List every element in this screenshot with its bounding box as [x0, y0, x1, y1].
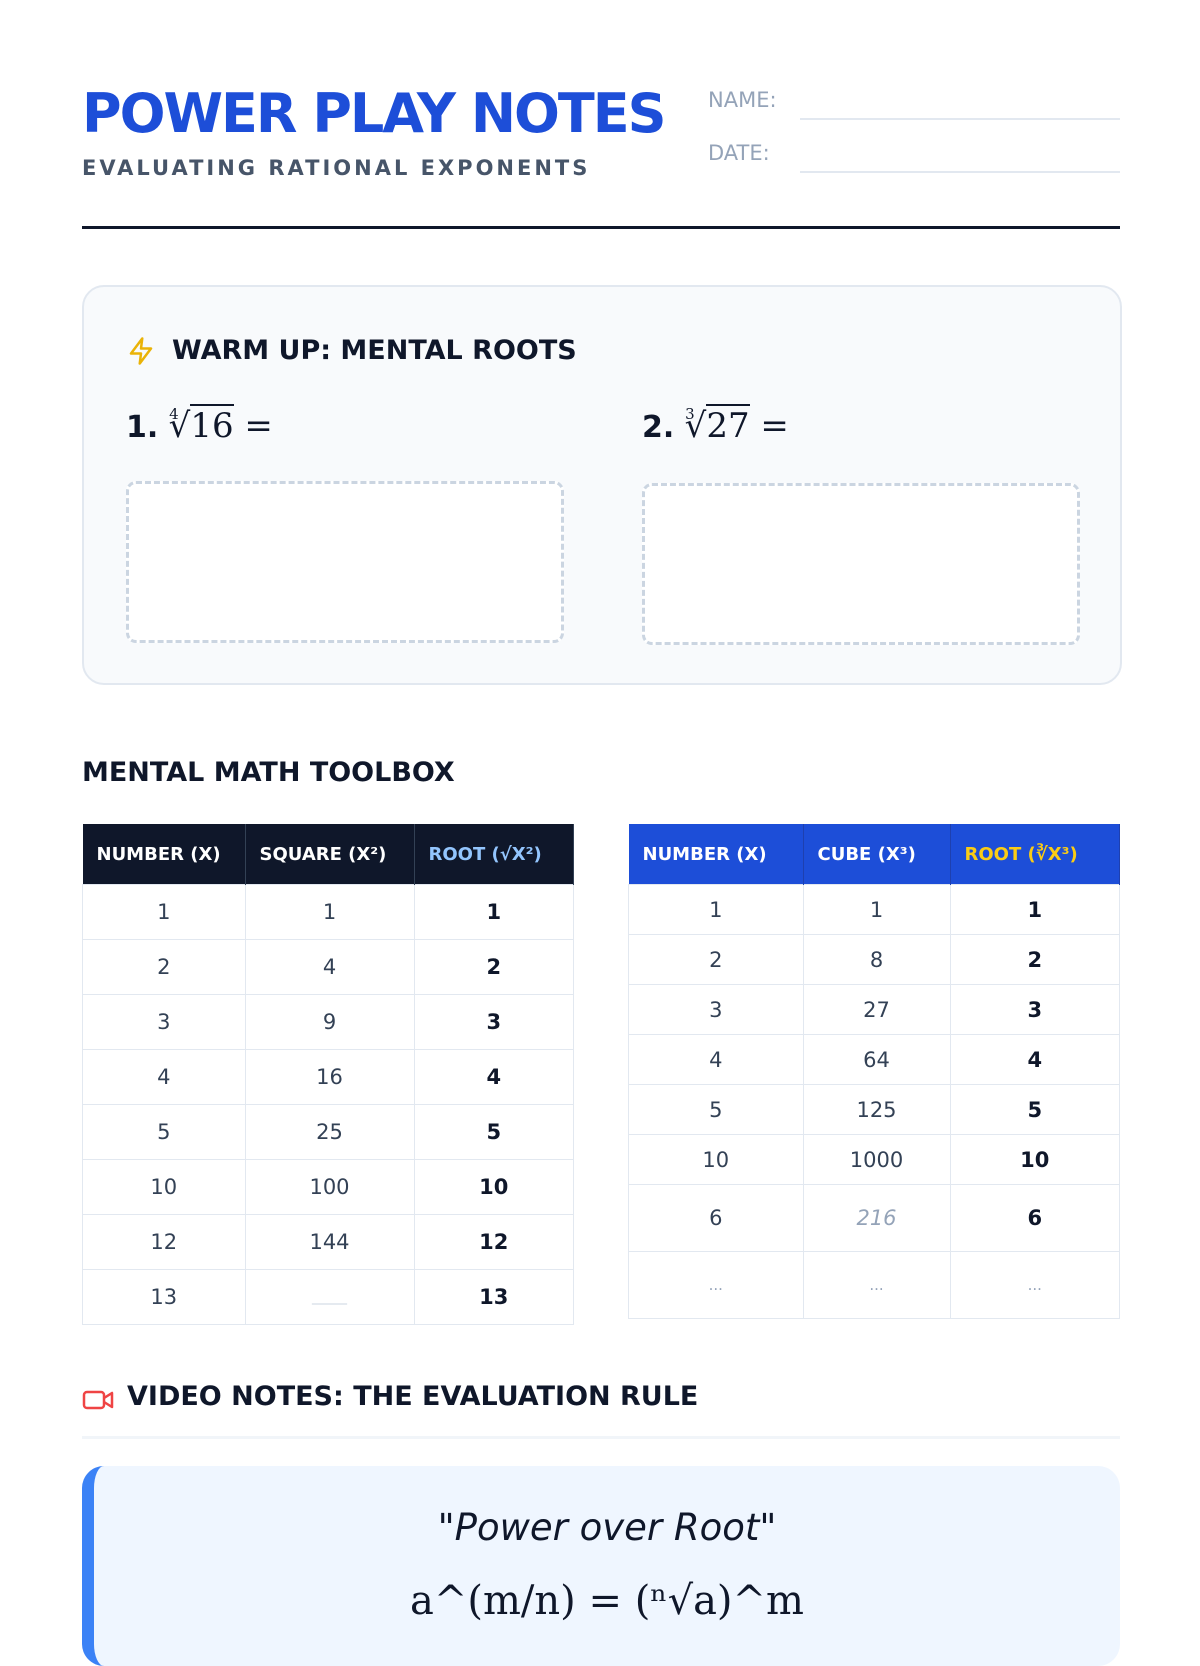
cell-number: 3 — [82, 994, 246, 1050]
table-row: 4 16 4 — [82, 1049, 574, 1105]
col-root: ROOT (√X²) — [414, 824, 574, 885]
cell-root: 3 — [949, 984, 1120, 1035]
col-square: SQUARE (X²) — [245, 824, 415, 885]
cell-number: 12 — [82, 1214, 246, 1270]
page-subtitle: EVALUATING RATIONAL EXPONENTS — [82, 156, 591, 180]
cell-number: 5 — [82, 1104, 246, 1160]
cell-power: 25 — [244, 1104, 415, 1160]
warm-up-title: WARM UP: MENTAL ROOTS — [172, 335, 577, 366]
cell-root: 1 — [413, 884, 574, 940]
cell-number: 3 — [628, 984, 804, 1035]
table-row: 3 27 3 — [628, 984, 1120, 1035]
toolbox-title: MENTAL MATH TOOLBOX — [82, 757, 455, 788]
cell-number: 6 — [628, 1184, 804, 1252]
table-row: 5 125 5 — [628, 1084, 1120, 1135]
rule-formula: a^(m/n) = (ⁿ√a)^m — [410, 1578, 804, 1624]
table-row: 4 64 4 — [628, 1034, 1120, 1085]
cell-power: 64 — [802, 1034, 951, 1085]
col-number: NUMBER (X) — [82, 824, 246, 885]
table-row: 10 100 10 — [82, 1159, 574, 1215]
cell-power: 4 — [244, 939, 415, 995]
table-row: 12 144 12 — [82, 1214, 574, 1270]
cell-number: 2 — [82, 939, 246, 995]
cell-root: 2 — [949, 934, 1120, 985]
col-number: NUMBER (X) — [628, 824, 804, 885]
cell-number: 1 — [82, 884, 246, 940]
name-field[interactable] — [800, 118, 1120, 120]
table-row: 5 25 5 — [82, 1104, 574, 1160]
answer-box-1[interactable] — [126, 481, 564, 643]
rule-quote: "Power over Root" — [437, 1506, 777, 1549]
cell-number: ... — [628, 1251, 804, 1319]
lightning-bolt-icon — [129, 337, 153, 365]
cell-power: 16 — [244, 1049, 415, 1105]
cell-number: 13 — [82, 1269, 246, 1325]
cell-root: 13 — [413, 1269, 574, 1325]
cell-root: 4 — [413, 1049, 574, 1105]
cell-power: 27 — [802, 984, 951, 1035]
cell-power: 1 — [244, 884, 415, 940]
cell-root: 2 — [413, 939, 574, 995]
table-row: 6 216 6 — [628, 1184, 1120, 1252]
cell-root: 12 — [413, 1214, 574, 1270]
table-row: 10 1000 10 — [628, 1134, 1120, 1185]
cell-root: 6 — [949, 1184, 1120, 1252]
cell-power: 1000 — [802, 1134, 951, 1185]
cell-root: 10 — [949, 1134, 1120, 1185]
date-label: DATE: — [708, 141, 770, 165]
cell-root: ... — [949, 1251, 1120, 1319]
cell-root: 1 — [949, 884, 1120, 935]
cell-power: 9 — [244, 994, 415, 1050]
name-label: NAME: — [708, 88, 777, 112]
cell-power: _____ — [244, 1269, 415, 1325]
cell-power: 100 — [244, 1159, 415, 1215]
cell-number: 2 — [628, 934, 804, 985]
section-divider — [82, 1436, 1120, 1439]
cell-number: 4 — [628, 1034, 804, 1085]
problem-1: 1. 4√16 = — [126, 404, 273, 446]
cell-power: 8 — [802, 934, 951, 985]
date-field[interactable] — [800, 171, 1120, 173]
header-divider — [82, 226, 1120, 229]
cell-number: 5 — [628, 1084, 804, 1135]
cell-root: 5 — [949, 1084, 1120, 1135]
cell-number: 4 — [82, 1049, 246, 1105]
col-cube: CUBE (X³) — [803, 824, 951, 885]
video-notes-title: VIDEO NOTES: THE EVALUATION RULE — [127, 1381, 699, 1412]
cell-power: ... — [802, 1251, 951, 1319]
answer-box-2[interactable] — [642, 483, 1080, 645]
warm-up-card: WARM UP: MENTAL ROOTS 1. 4√16 = 2. 3√27 … — [82, 285, 1122, 685]
cell-root: 4 — [949, 1034, 1120, 1085]
table-row: ......... — [628, 1251, 1120, 1319]
cell-number: 10 — [82, 1159, 246, 1215]
cell-root: 5 — [413, 1104, 574, 1160]
cell-root: 10 — [413, 1159, 574, 1215]
video-camera-icon — [82, 1390, 114, 1410]
cell-power: 125 — [802, 1084, 951, 1135]
rule-card: "Power over Root" a^(m/n) = (ⁿ√a)^m — [82, 1466, 1120, 1666]
table-row: 13 _____ 13 — [82, 1269, 574, 1325]
cell-power: 216 — [802, 1184, 951, 1252]
cell-number: 1 — [628, 884, 804, 935]
cell-root: 3 — [413, 994, 574, 1050]
cell-number: 10 — [628, 1134, 804, 1185]
problem-2: 2. 3√27 = — [642, 404, 789, 446]
col-root: ROOT (∛X³) — [950, 824, 1120, 885]
page-title: POWER PLAY NOTES — [82, 82, 667, 145]
cell-power: 144 — [244, 1214, 415, 1270]
cell-power: 1 — [802, 884, 951, 935]
